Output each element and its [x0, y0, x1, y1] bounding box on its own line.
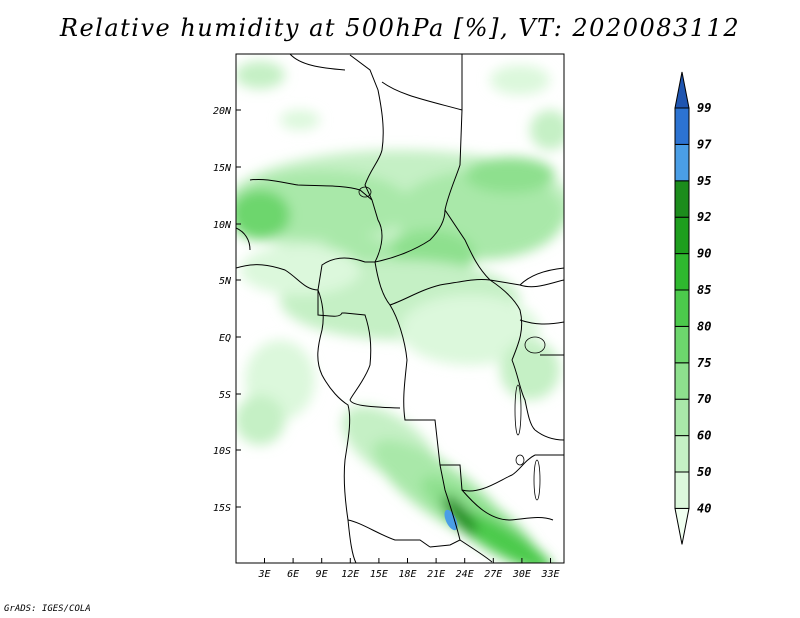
colorbar-label: 99: [697, 101, 711, 115]
humidity-shading: [236, 54, 564, 563]
lon-label: 24E: [456, 569, 474, 580]
lon-label: 12E: [341, 569, 359, 580]
colorbar-label: 70: [697, 392, 711, 406]
lat-label: EQ: [219, 333, 231, 344]
country-boundaries: [236, 54, 564, 563]
lat-label: 5N: [219, 276, 232, 287]
coastline: [317, 289, 357, 563]
colorbar-segment: [674, 325, 690, 364]
lat-label: 15N: [213, 163, 232, 174]
colorbar-upper-arrow: [674, 71, 690, 109]
colorbar-segment: [674, 107, 690, 145]
lon-label: 33E: [540, 569, 559, 580]
grads-credit: GrADS: IGES/COLA: [4, 604, 91, 614]
lon-label: 9E: [316, 569, 328, 580]
lon-label: 6E: [287, 569, 299, 580]
colorbar-segment: [674, 289, 690, 327]
colorbar-segment: [674, 216, 690, 255]
lat-label: 20N: [213, 106, 232, 117]
colorbar-label: 75: [697, 356, 711, 370]
colorbar-segment: [674, 362, 690, 400]
colorbar: 40 50 60 70 75 80 85 90 92 95 97 99: [674, 71, 712, 545]
colorbar-label: 40: [697, 501, 711, 515]
lat-label: 10S: [213, 446, 231, 457]
colorbar-label: 92: [697, 210, 711, 224]
colorbar-segment: [674, 471, 690, 509]
lon-label: 27E: [484, 569, 502, 580]
colorbar-label: 95: [697, 174, 711, 188]
colorbar-segment: [674, 398, 690, 437]
colorbar-segment: [674, 435, 690, 473]
map-axes: 20N 15N 10N 5N EQ 5S 10S 15S 3E 6E 9E 12E 15E 18E 21E 2…: [213, 106, 560, 580]
lat-label: 10N: [213, 220, 232, 231]
colorbar-label: 60: [697, 429, 711, 443]
map-title: Relative humidity at 500hPa [%], VT: 202…: [59, 14, 741, 42]
plot-frame: [235, 53, 565, 564]
lat-label: 15S: [213, 503, 231, 514]
colorbar-label: 50: [697, 465, 711, 479]
colorbar-label: 97: [697, 137, 712, 151]
colorbar-lower-arrow: [674, 507, 690, 545]
lon-label: 15E: [370, 569, 388, 580]
lon-label: 30E: [512, 569, 531, 580]
lon-label: 21E: [427, 569, 445, 580]
lon-label: 18E: [398, 569, 416, 580]
lakes: [358, 186, 546, 501]
high-humidity-patch: [444, 509, 458, 531]
colorbar-segment: [674, 253, 690, 291]
lon-label: 3E: [257, 569, 270, 580]
colorbar-segment: [674, 180, 690, 218]
colorbar-segment: [674, 143, 690, 182]
lat-label: 5S: [219, 390, 231, 401]
colorbar-label: 85: [697, 283, 711, 297]
colorbar-label: 80: [697, 319, 711, 333]
colorbar-label: 90: [697, 247, 711, 261]
